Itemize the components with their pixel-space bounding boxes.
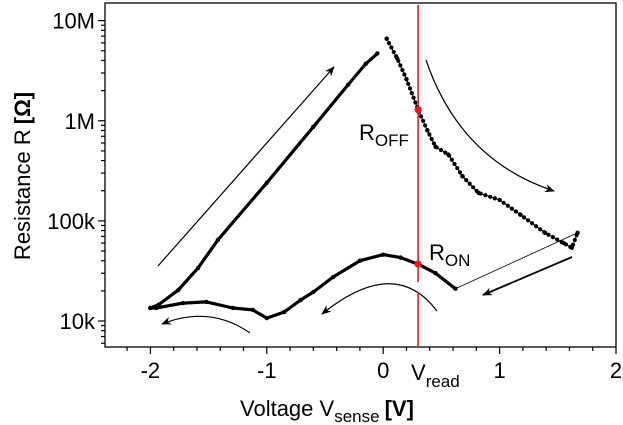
data-point xyxy=(460,173,465,179)
data-point xyxy=(404,77,409,82)
x-tick-label: -2 xyxy=(141,358,161,383)
y-tick-label: 1M xyxy=(64,109,95,134)
data-point xyxy=(156,302,161,308)
data-point xyxy=(542,230,548,236)
arrow-lower-right xyxy=(482,256,573,296)
arrow-lower-left xyxy=(161,315,251,334)
r-on-point xyxy=(414,260,422,268)
data-point xyxy=(230,305,236,311)
arrow-up-left xyxy=(157,66,335,267)
series-line xyxy=(150,253,457,320)
data-point xyxy=(298,297,303,303)
data-point xyxy=(148,305,153,311)
data-series xyxy=(148,5,580,347)
data-point xyxy=(497,197,502,203)
data-point xyxy=(195,265,201,271)
series-line xyxy=(386,38,579,249)
arrow-middle-arc xyxy=(321,283,438,315)
series-dots xyxy=(384,36,580,251)
y-tick-label: 10M xyxy=(52,9,95,34)
data-point xyxy=(357,258,363,263)
data-point xyxy=(569,245,574,250)
data-point xyxy=(394,56,400,61)
labels: ROFF RON Vread Voltage Vsense [V] Resista… xyxy=(10,92,470,425)
plot-frame xyxy=(104,2,617,348)
data-point xyxy=(398,255,403,260)
sweep-direction-arrows xyxy=(157,59,573,334)
data-point xyxy=(380,252,386,257)
data-point xyxy=(215,237,221,243)
data-point xyxy=(433,271,438,276)
data-point xyxy=(384,36,389,41)
r-off-point xyxy=(414,106,422,114)
data-point xyxy=(446,152,451,157)
x-tick-label: 2 xyxy=(610,358,622,383)
v-read-label: Vread xyxy=(411,360,460,391)
data-point xyxy=(264,315,269,321)
y-axis-label: Resistance R[Ω] xyxy=(10,92,35,260)
transition-line xyxy=(455,232,578,290)
data-point xyxy=(453,286,458,291)
arrow-upper-right xyxy=(425,59,555,192)
data-point xyxy=(518,212,523,218)
data-point xyxy=(264,180,269,186)
data-point xyxy=(375,51,380,56)
data-point xyxy=(282,309,287,315)
data-point xyxy=(346,82,351,87)
axes: -2 -1 0 1 2 10k 100k 1M 10M xyxy=(47,2,622,383)
data-point xyxy=(204,299,209,305)
x-tick-label: 0 xyxy=(377,358,389,383)
data-point xyxy=(476,190,481,196)
data-point xyxy=(433,144,438,149)
data-point xyxy=(425,128,430,133)
data-point xyxy=(311,124,316,130)
y-tick-label: 10k xyxy=(60,309,96,334)
series-line xyxy=(149,52,379,310)
r-off-label: ROFF xyxy=(359,120,409,150)
x-axis-label: Voltage Vsense [V] xyxy=(240,396,414,425)
data-point xyxy=(250,307,256,313)
data-point xyxy=(330,274,336,280)
data-point xyxy=(561,240,566,246)
x-tick-label: 1 xyxy=(493,358,505,383)
r-on-label: RON xyxy=(429,240,470,270)
y-tick-label: 100k xyxy=(47,209,96,234)
x-tick-label: -1 xyxy=(257,358,277,383)
data-point xyxy=(311,289,316,295)
data-point xyxy=(363,61,368,67)
data-point xyxy=(180,300,186,306)
data-point xyxy=(176,287,181,293)
